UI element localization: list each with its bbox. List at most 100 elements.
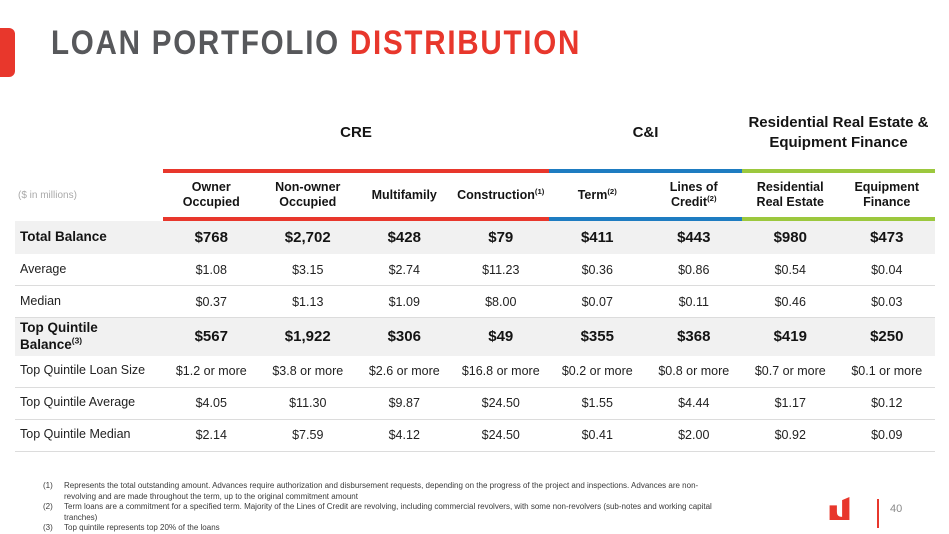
cell-value: $473 xyxy=(870,229,904,246)
row-label: Top Quintile Median xyxy=(20,427,131,442)
page-title-gray: LOAN PORTFOLIO xyxy=(51,24,340,62)
cell-value: $0.46 xyxy=(774,294,806,309)
color-bar-3 xyxy=(742,217,935,221)
cell-value: $0.07 xyxy=(581,294,613,309)
cell-value: $368 xyxy=(677,328,711,346)
page-number: 40 xyxy=(890,503,903,515)
column-header-3: Multifamily xyxy=(371,187,437,202)
footnote-number: (2) xyxy=(43,502,53,512)
group-header-label: CRE xyxy=(340,123,372,141)
cell-value: $24.50 xyxy=(481,428,520,443)
table-row: Top Quintile Loan Size $1.2 or more $3.8 o… xyxy=(15,356,935,388)
row-label: Average xyxy=(20,261,67,276)
group-header-3: Residential Real Estate & Equipment Fina… xyxy=(742,97,935,173)
cell-value: $11.23 xyxy=(482,262,520,277)
row-label: Top Quintile Loan Size xyxy=(20,363,146,378)
page-title: LOAN PORTFOLIO DISTRIBUTION xyxy=(51,24,581,63)
cell-value: $1.08 xyxy=(195,262,227,277)
cell-value: $768 xyxy=(194,229,228,246)
cell-value: $7.59 xyxy=(292,428,324,443)
cell-value: $306 xyxy=(387,328,421,346)
cell-value: $79 xyxy=(488,229,514,246)
column-header-5: Term(2) xyxy=(577,186,617,202)
cell-value: $355 xyxy=(580,328,614,346)
column-header-2: Non-owner Occupied xyxy=(275,180,341,209)
column-header-1: Owner Occupied xyxy=(182,180,240,209)
cell-value: $0.11 xyxy=(678,294,709,309)
cell-value: $980 xyxy=(773,229,807,246)
table-row: Median $0.37 $1.13 $1.09 $8.00 $0.07 $0.11 $0.4… xyxy=(15,286,935,318)
cell-value: $2.00 xyxy=(678,428,710,443)
column-header-7: Residential Real Estate xyxy=(756,180,824,209)
cell-value: $4.05 xyxy=(195,396,227,411)
loan-distribution-table: CRE C&I Residential Real Estate & Equipmen… xyxy=(15,97,935,452)
cell-value: $2,702 xyxy=(284,229,331,246)
row-label: Total Balance xyxy=(20,229,107,245)
cell-value: $3.8 or more xyxy=(272,364,344,379)
table-row: Average $1.08 $3.15 $2.74 $11.23 $0.36 $0.86 $0… xyxy=(15,254,935,286)
color-bar-spacer xyxy=(15,217,163,221)
cell-value: $8.00 xyxy=(485,294,517,309)
cell-value: $0.12 xyxy=(871,396,903,411)
cell-value: $567 xyxy=(194,328,228,346)
cell-value: $1.17 xyxy=(774,396,806,411)
column-header-4: Construction(1) xyxy=(457,186,545,202)
cell-value: $4.44 xyxy=(678,396,710,411)
cell-value: $3.15 xyxy=(292,262,324,277)
cell-value: $11.30 xyxy=(289,396,327,411)
cell-value: $1.2 or more xyxy=(175,364,247,379)
cell-value: $443 xyxy=(677,229,711,246)
footnote-number: (1) xyxy=(43,481,53,490)
cell-value: $0.86 xyxy=(678,262,710,277)
cell-value: $0.04 xyxy=(871,262,903,277)
cell-value: $1,922 xyxy=(284,328,331,346)
group-header-row: CRE C&I Residential Real Estate & Equipmen… xyxy=(15,97,935,173)
unit-label: ($ in millions) xyxy=(18,189,77,201)
cell-value: $428 xyxy=(387,229,421,246)
page-number-divider xyxy=(877,499,879,528)
cell-value: $0.37 xyxy=(195,294,227,309)
footnote-text: Term loans are a commitment for a specif… xyxy=(64,502,712,522)
color-bar-1 xyxy=(163,217,549,221)
row-label: Median xyxy=(20,293,61,308)
color-bar-2 xyxy=(549,217,742,221)
bank-logo-icon xyxy=(829,497,850,520)
cell-value: $16.8 or more xyxy=(461,364,540,379)
title-space xyxy=(340,24,350,62)
cell-value: $0.41 xyxy=(581,428,613,443)
cell-value: $1.13 xyxy=(292,294,324,309)
table-row: Top Quintile Average $4.05 $11.30 $9.87 $24.… xyxy=(15,388,935,420)
color-bar-row xyxy=(15,217,935,221)
column-header-8: Equipment Finance xyxy=(854,180,920,209)
footnote-3: (3) Top quintile represents top 20% of th… xyxy=(43,523,715,534)
cell-value: $0.7 or more xyxy=(754,364,826,379)
cell-value: $0.1 or more xyxy=(851,364,923,379)
cell-value: $0.92 xyxy=(774,428,806,443)
cell-value: $9.87 xyxy=(388,396,420,411)
table-row: Top Quintile Balance(3) $567 $1,922 $306 $49… xyxy=(15,318,935,356)
cell-value: $2.6 or more xyxy=(368,364,440,379)
cell-value: $250 xyxy=(870,328,904,346)
group-header-label: C&I xyxy=(632,123,659,141)
footnote-number: (3) xyxy=(43,523,53,533)
cell-value: $411 xyxy=(580,229,614,246)
slide-accent-tab xyxy=(0,28,15,77)
cell-value: $0.8 or more xyxy=(658,364,730,379)
cell-value: $49 xyxy=(488,328,514,346)
cell-value: $1.55 xyxy=(581,396,613,411)
cell-value: $0.09 xyxy=(871,428,903,443)
cell-value: $24.50 xyxy=(481,396,520,411)
page-title-accent: DISTRIBUTION xyxy=(349,24,582,62)
row-label: Top Quintile Balance(3) xyxy=(20,320,98,352)
cell-value: $419 xyxy=(773,328,807,346)
cell-value: $0.03 xyxy=(871,294,903,309)
group-header-1: CRE xyxy=(163,97,549,173)
footnote-2: (2) Term loans are a commitment for a spe… xyxy=(43,502,715,523)
column-header-6: Lines of Credit(2) xyxy=(669,180,718,209)
footnote-text: Top quintile represents top 20% of the l… xyxy=(64,523,220,533)
row-label: Top Quintile Average xyxy=(20,395,136,410)
group-header-2: C&I xyxy=(549,97,742,173)
cell-value: $2.74 xyxy=(388,262,420,277)
cell-value: $0.54 xyxy=(774,262,806,277)
